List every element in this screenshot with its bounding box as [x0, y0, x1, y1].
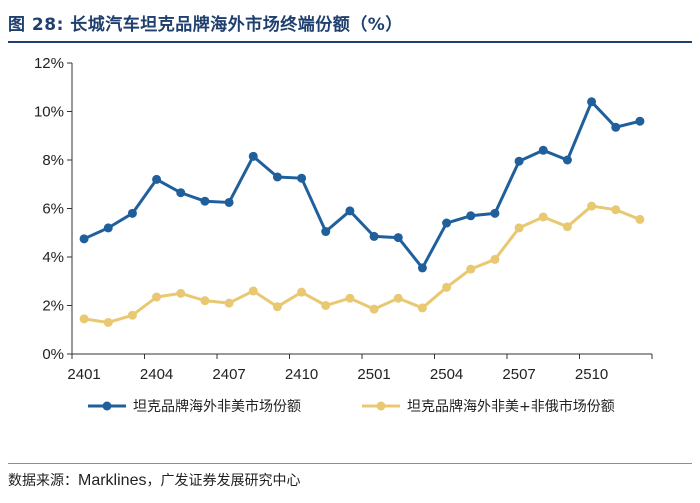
series-1-point: [490, 208, 500, 218]
series-1-point: [200, 196, 210, 206]
series-2-point: [538, 212, 548, 222]
series-1-point: [466, 211, 476, 221]
series-2-point: [200, 296, 210, 306]
y-tick-label: 0%: [42, 346, 64, 363]
series-2-point: [321, 301, 331, 310]
series-1-point: [417, 263, 427, 273]
source-note: 数据来源：Marklines，广发证券发展研究中心: [8, 470, 300, 490]
x-tick-label: 2510: [575, 366, 608, 383]
y-axis: 0% 2% 4% 6% 8% 10% 12%: [34, 55, 73, 363]
legend-label: 坦克品牌海外非美+非俄市场份额: [407, 398, 615, 415]
series-1-point: [345, 206, 355, 216]
series-2-point: [417, 303, 427, 313]
series-1-line: [82, 100, 642, 270]
series-2-point: [490, 254, 500, 264]
figure-title: 图 28: 长城汽车坦克品牌海外市场终端份额（%）: [8, 15, 403, 35]
series-1-point: [103, 223, 113, 233]
source-brand: Marklines: [78, 472, 147, 489]
series-2-point: [393, 293, 403, 303]
series-1-point: [611, 122, 621, 132]
series-1-point: [538, 145, 548, 155]
series-2-point: [103, 317, 113, 327]
source-label: 数据来源：: [8, 473, 78, 489]
series-1-point: [321, 227, 331, 237]
x-tick-label: 2504: [430, 366, 463, 383]
series-1-point: [369, 231, 379, 241]
series-1-point: [272, 172, 282, 182]
y-tick-label: 6%: [42, 201, 64, 218]
x-tick-label: 2410: [285, 366, 318, 383]
series-1-point: [635, 116, 645, 126]
x-tick-label: 2501: [357, 366, 390, 383]
series-1-point: [514, 156, 524, 166]
legend-label: 坦克品牌海外非美市场份额: [133, 398, 301, 415]
series-2-point: [562, 222, 572, 232]
series-lines: [82, 100, 642, 324]
series-2-point: [635, 214, 645, 224]
series-2-point: [466, 264, 476, 274]
legend-swatch-marker: [102, 401, 112, 411]
series-2-point: [345, 293, 355, 303]
legend: 坦克品牌海外非美市场份额 坦克品牌海外非美+非俄市场份额: [88, 398, 615, 415]
series-2-point: [611, 205, 621, 215]
series-1-point: [562, 155, 572, 165]
y-tick-label: 2%: [42, 298, 64, 315]
legend-swatch-marker: [376, 401, 386, 411]
y-tick-label: 10%: [34, 104, 64, 121]
y-tick-label: 4%: [42, 249, 64, 266]
source-divider: [8, 463, 692, 464]
series-2-point: [587, 201, 597, 211]
series-2-point: [127, 310, 137, 320]
line-chart: 0% 2% 4% 6% 8% 10% 12% 2401 2404 2407 2410 2501 250…: [34, 55, 653, 415]
series-1-point: [587, 97, 597, 107]
series-2-point: [442, 282, 452, 292]
y-tick-label: 12%: [34, 55, 64, 72]
series-1-point: [152, 174, 162, 184]
series-1-point: [393, 233, 403, 243]
series-2-point: [272, 302, 282, 312]
series-2-point: [369, 304, 379, 314]
x-tick-label: 2404: [140, 366, 173, 383]
series-2-point: [297, 287, 307, 297]
x-tick-label: 2507: [502, 366, 535, 383]
series-2-point: [152, 292, 162, 302]
title-divider: [8, 41, 692, 43]
series-1-point: [248, 151, 258, 161]
series-2-point: [176, 288, 186, 298]
series-1-point: [297, 173, 307, 183]
series-2-point: [514, 223, 524, 233]
series-1-point: [79, 234, 89, 244]
series-2-point: [248, 286, 258, 296]
x-tick-label: 2407: [212, 366, 245, 383]
series-1-point: [176, 188, 186, 198]
series-points: [79, 97, 645, 327]
series-1-point: [224, 197, 234, 207]
series-2-point: [224, 298, 234, 308]
source-rest: ，广发证券发展研究中心: [146, 473, 301, 489]
x-tick-label: 2401: [67, 366, 100, 383]
series-2-point: [79, 314, 89, 324]
y-tick-label: 8%: [42, 152, 64, 169]
series-1-point: [442, 218, 452, 228]
x-axis: 2401 2404 2407 2410 2501 2504 2507 2510: [67, 353, 653, 383]
series-1-point: [127, 208, 137, 218]
